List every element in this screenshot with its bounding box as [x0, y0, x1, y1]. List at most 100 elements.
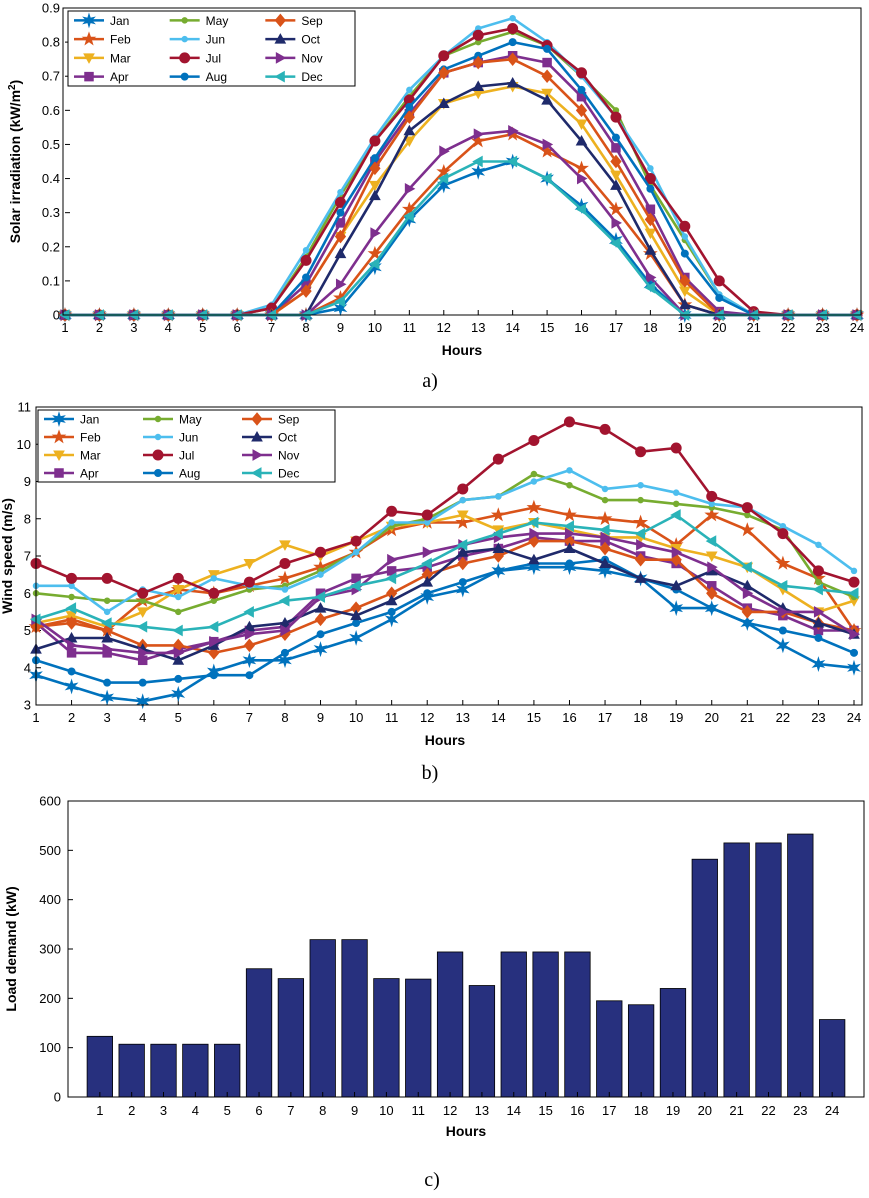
legend-marker — [51, 429, 67, 444]
data-point — [173, 647, 185, 659]
data-point — [713, 275, 725, 287]
data-point — [369, 189, 381, 201]
x-tick-label: 5 — [224, 1103, 231, 1118]
data-point — [369, 180, 381, 192]
x-tick-label: 15 — [527, 710, 541, 725]
data-point — [562, 507, 577, 522]
y-tick-label: 600 — [39, 794, 61, 809]
data-point — [672, 500, 680, 508]
data-point — [436, 164, 452, 179]
legend-marker — [251, 430, 263, 442]
data-point — [438, 66, 450, 80]
legend-entry-jan: Jan — [110, 14, 129, 28]
legend-marker — [181, 35, 188, 43]
data-point — [136, 620, 148, 633]
data-point — [403, 136, 416, 148]
y-tick-label: 5 — [24, 623, 31, 638]
data-point — [209, 671, 218, 680]
legend-entry-apr: Apr — [110, 70, 129, 84]
data-point — [423, 519, 431, 526]
data-point — [577, 172, 588, 185]
legend-entry-aug: Aug — [179, 467, 200, 481]
x-tick-label: 19 — [669, 710, 683, 725]
data-point — [172, 572, 184, 584]
data-point — [404, 182, 416, 195]
legend-marker — [82, 12, 96, 29]
data-point — [708, 500, 715, 508]
data-point — [778, 626, 787, 635]
data-point — [847, 659, 861, 676]
series-line-oct — [35, 547, 855, 662]
legend-entry-dec: Dec — [278, 467, 299, 481]
data-point — [633, 514, 649, 529]
data-point — [423, 589, 432, 598]
data-point — [280, 624, 291, 637]
data-point — [243, 558, 256, 570]
data-point — [645, 271, 657, 284]
x-tick-label: 24 — [850, 320, 864, 335]
data-point — [847, 587, 859, 600]
data-point — [678, 298, 691, 310]
data-point — [210, 575, 218, 582]
series-aug — [32, 555, 858, 687]
data-point — [350, 579, 361, 592]
x-axis-label-c: Hours — [446, 1123, 487, 1139]
series-nov — [31, 527, 861, 659]
data-point — [68, 593, 75, 601]
x-tick-label: 22 — [761, 1103, 775, 1118]
legend-marker — [83, 53, 95, 64]
data-point — [574, 160, 589, 175]
y-tick-label: 0.4 — [42, 171, 60, 186]
bar-hour-5 — [214, 1043, 241, 1098]
y-axis-label-b: Wind speed (m/s) — [0, 498, 15, 614]
plot-a-frame — [62, 7, 862, 316]
legend-marker — [274, 13, 286, 28]
bar-hour-15 — [532, 951, 559, 1098]
data-point — [280, 648, 289, 657]
data-point — [472, 155, 483, 168]
data-point — [277, 570, 293, 585]
legend-marker — [53, 450, 65, 462]
data-point — [387, 607, 396, 616]
data-point — [317, 571, 324, 578]
data-point — [403, 110, 415, 124]
data-point — [243, 638, 256, 653]
data-point — [334, 229, 347, 244]
legend-entry-jan: Jan — [80, 413, 99, 427]
data-point — [302, 246, 310, 254]
series-line-oct — [65, 81, 857, 317]
x-tick-label: 7 — [246, 710, 253, 725]
data-point — [368, 257, 380, 270]
data-point — [779, 522, 787, 530]
data-point — [509, 14, 516, 22]
data-point — [242, 652, 257, 669]
data-point — [135, 693, 150, 710]
data-point — [670, 442, 682, 454]
data-point — [243, 620, 256, 632]
data-point — [611, 217, 622, 229]
x-tick-label: 13 — [471, 320, 485, 335]
data-point — [563, 520, 574, 533]
data-point — [369, 135, 381, 147]
data-point — [387, 553, 398, 566]
data-point — [492, 453, 504, 465]
data-point — [599, 524, 610, 536]
data-point — [314, 591, 326, 603]
data-point — [386, 505, 398, 517]
x-tick-label: 15 — [538, 1103, 552, 1118]
x-tick-label: 2 — [68, 710, 75, 725]
data-point — [565, 559, 574, 568]
bar-hour-18 — [627, 1004, 655, 1098]
x-tick-label: 10 — [349, 710, 363, 725]
data-point — [566, 481, 573, 489]
data-point — [744, 511, 751, 519]
x-tick-label: 23 — [815, 320, 829, 335]
data-point — [815, 541, 822, 549]
legend-entry-aug: Aug — [206, 70, 227, 84]
data-point — [610, 111, 622, 123]
y-tick-label: 0.8 — [42, 35, 60, 50]
data-point — [608, 201, 624, 216]
legend-entry-sep: Sep — [278, 413, 300, 427]
bar-hour-10 — [373, 978, 400, 1098]
x-tick-label: 11 — [385, 710, 399, 725]
